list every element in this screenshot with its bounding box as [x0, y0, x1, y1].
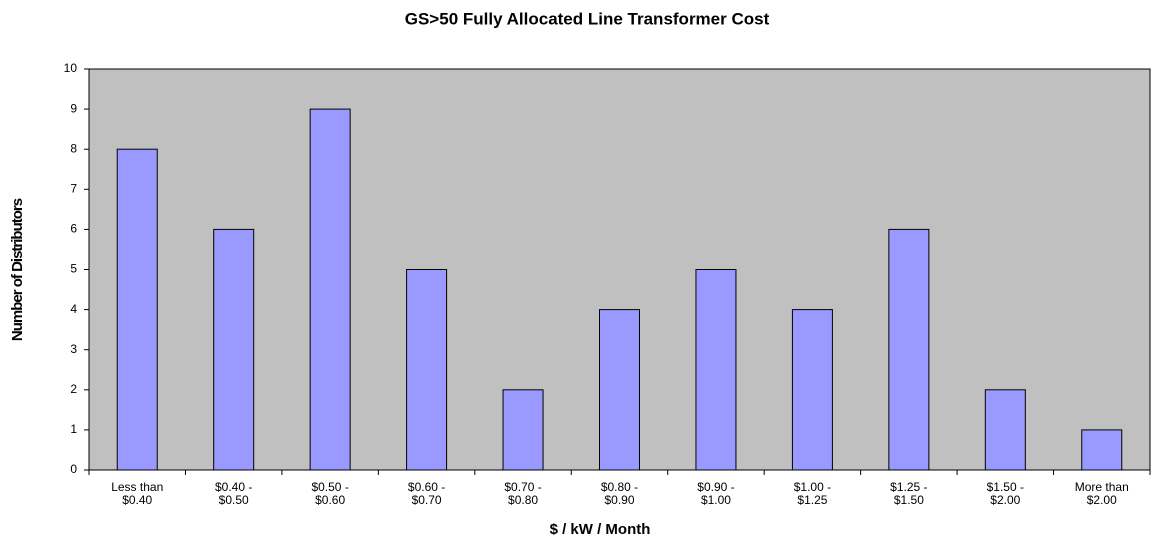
y-tick-label: 0: [70, 462, 77, 476]
x-tick-label: $0.50: [219, 493, 249, 507]
x-axis-label: $ / kW / Month: [550, 521, 651, 538]
x-tick-label: $1.00: [701, 493, 731, 507]
x-tick-label: $0.60: [315, 493, 345, 507]
x-tick-label: $0.40 -: [215, 480, 252, 494]
y-tick-label: 5: [70, 262, 77, 276]
x-tick-label: $2.00: [990, 493, 1020, 507]
x-tick-label: Less than: [111, 480, 163, 494]
x-tick-label: $0.80: [508, 493, 538, 507]
x-tick-label: $0.50 -: [311, 480, 348, 494]
bar: [502, 389, 544, 471]
bar: [406, 269, 448, 471]
x-tick-label: $1.25 -: [890, 480, 927, 494]
x-tick-label: $0.60 -: [408, 480, 445, 494]
y-tick-label: 6: [70, 222, 77, 236]
x-tick-label: $1.25: [797, 493, 827, 507]
x-tick-label: More than: [1075, 480, 1129, 494]
y-tick-label: 10: [64, 61, 78, 75]
y-tick-label: 2: [70, 382, 77, 396]
x-tick-label: $2.00: [1087, 493, 1117, 507]
bar: [695, 269, 737, 471]
bar: [1081, 429, 1123, 471]
y-tick-label: 7: [70, 181, 77, 195]
y-axis-label: Number of Distributors: [9, 198, 26, 341]
bar: [213, 228, 255, 471]
x-tick-label: $0.90: [604, 493, 634, 507]
bar: [599, 309, 640, 471]
x-tick-label: $0.70: [412, 493, 442, 507]
chart-title: GS>50 Fully Allocated Line Transformer C…: [405, 9, 770, 28]
y-tick-label: 1: [70, 422, 77, 436]
x-tick-label: $0.70 -: [504, 480, 541, 494]
bar: [309, 108, 351, 471]
bar: [116, 148, 158, 471]
x-tick-label: $0.80 -: [601, 480, 638, 494]
x-tick-label: $1.00 -: [794, 480, 831, 494]
x-tick-label: $0.40: [122, 493, 152, 507]
x-tick-label: $1.50: [894, 493, 924, 507]
bar: [791, 309, 833, 471]
y-tick-label: 3: [70, 342, 77, 356]
bar: [984, 389, 1026, 471]
bar: [888, 228, 930, 471]
x-tick-label: $0.90 -: [697, 480, 734, 494]
x-tick-label: $1.50 -: [987, 480, 1024, 494]
y-tick-label: 9: [70, 101, 77, 115]
y-tick-label: 8: [70, 141, 77, 155]
y-tick-label: 4: [70, 302, 77, 316]
